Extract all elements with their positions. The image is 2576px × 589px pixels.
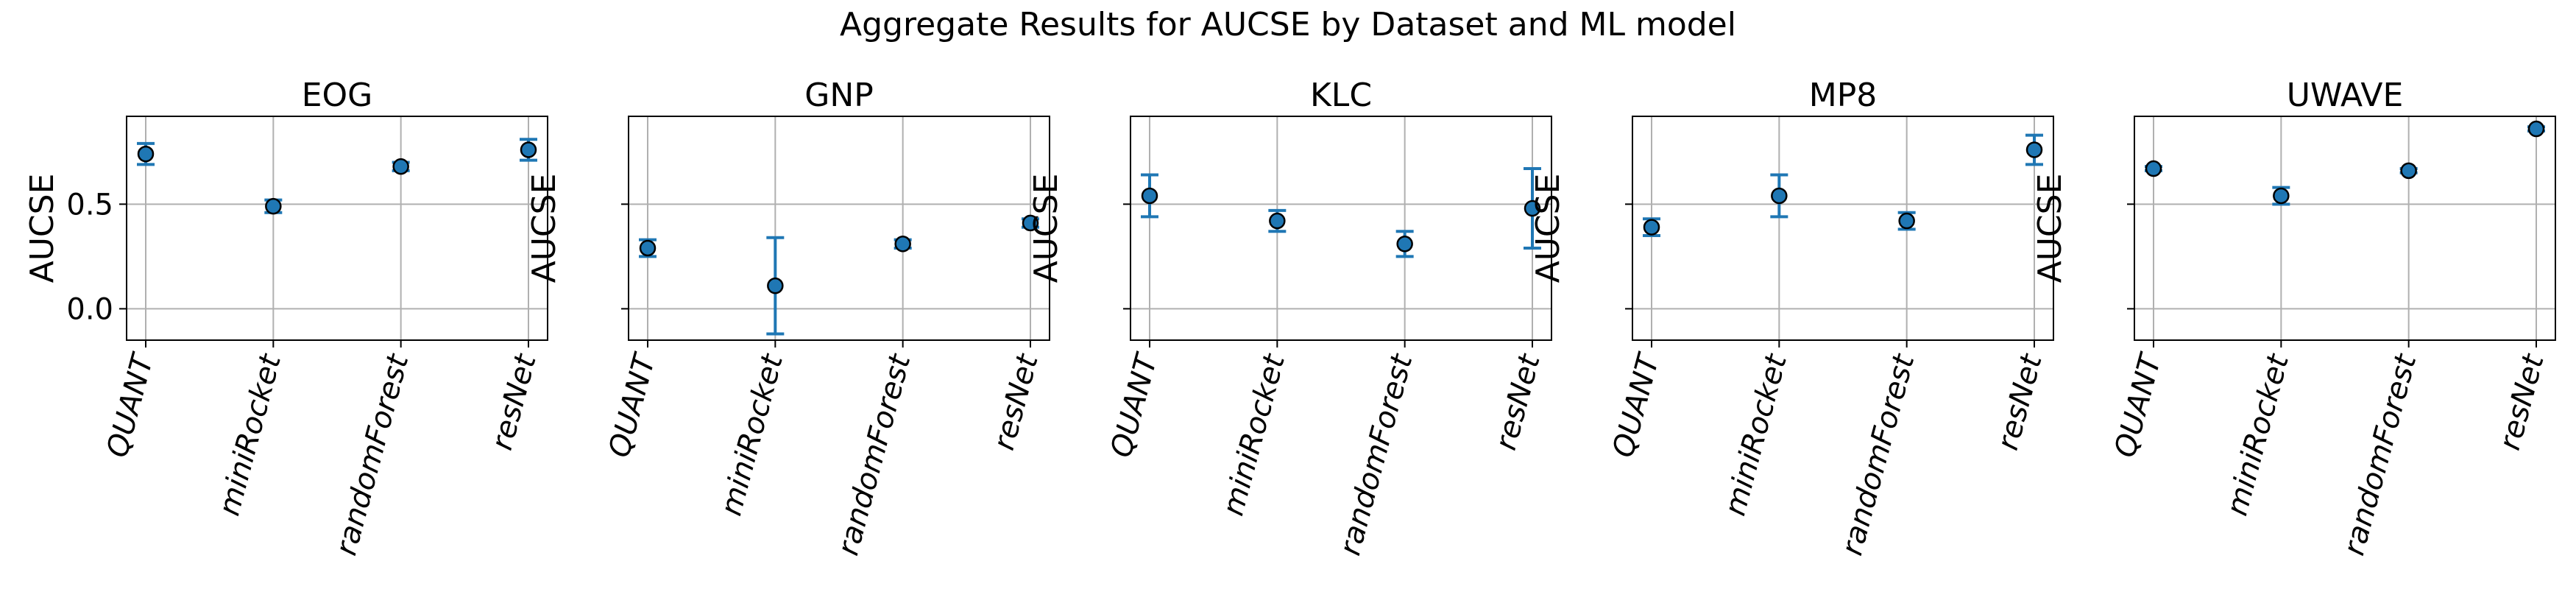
x-tick-label: miniRocket <box>715 350 790 519</box>
x-tick-label: resNet <box>1489 350 1547 454</box>
x-tick-label: QUANT <box>100 348 160 461</box>
panel-eog: 0.0 0.5 QUANT miniRocket randomForest resNet E… <box>24 77 548 559</box>
x-tick-label: miniRocket <box>2221 350 2296 519</box>
y-axis-label: AUCSE <box>526 174 563 283</box>
panel-klc: QUANT miniRocket randomForest resNet KLC AUCS… <box>1027 77 1552 559</box>
data-point <box>1269 212 1286 230</box>
x-tick-label: randomForest <box>2337 350 2423 559</box>
data-point <box>2025 141 2043 158</box>
x-tick-label: randomForest <box>831 350 917 559</box>
panel-title: MP8 <box>1809 77 1878 114</box>
panel-uwave: QUANT miniRocket randomForest resNet UWAVE AU… <box>2031 77 2556 559</box>
panel-title: UWAVE <box>2287 77 2404 114</box>
data-point <box>894 236 911 253</box>
plot-frame <box>628 116 1050 341</box>
data-point <box>2273 187 2290 205</box>
x-tick-label: resNet <box>987 350 1045 454</box>
data-point <box>2527 120 2545 138</box>
panel-mp8: QUANT miniRocket randomForest resNet MP8 AUCS… <box>1529 77 2054 559</box>
x-tick-label: miniRocket <box>1217 350 1292 519</box>
data-point <box>1141 187 1158 205</box>
y-tick-label: 0.0 <box>66 292 113 326</box>
y-tick-label: 0.5 <box>66 188 113 222</box>
y-axis-label: AUCSE <box>2031 174 2069 283</box>
x-tick-label: resNet <box>485 350 543 454</box>
x-tick-label: randomForest <box>1835 350 1921 559</box>
data-point <box>392 158 409 175</box>
data-point <box>1022 214 1039 232</box>
plot-frame <box>1632 116 2054 341</box>
data-point <box>1771 187 1788 205</box>
x-tick-label: miniRocket <box>213 350 289 519</box>
data-point <box>520 141 537 158</box>
plot-frame <box>126 116 548 341</box>
y-axis-label: AUCSE <box>24 174 61 283</box>
x-tick-label: QUANT <box>1104 348 1164 461</box>
plot-frame <box>1130 116 1552 341</box>
data-point <box>639 239 657 257</box>
x-tick-label: miniRocket <box>1719 350 1794 519</box>
data-point <box>767 277 784 294</box>
data-point <box>2400 162 2417 180</box>
panel-title: EOG <box>302 77 373 114</box>
figure-title: Aggregate Results for AUCSE by Dataset a… <box>840 6 1736 43</box>
data-point <box>265 197 282 215</box>
data-point <box>1396 236 1413 253</box>
y-axis-label: AUCSE <box>1027 174 1065 283</box>
x-tick-label: randomForest <box>329 350 415 559</box>
x-tick-label: QUANT <box>1606 348 1666 461</box>
panel-title: GNP <box>804 77 874 114</box>
panel-title: KLC <box>1310 77 1372 114</box>
x-tick-label: resNet <box>2493 350 2551 454</box>
y-axis-label: AUCSE <box>1529 174 1567 283</box>
data-point <box>137 145 155 163</box>
data-point <box>2145 160 2162 177</box>
x-tick-label: QUANT <box>602 348 662 461</box>
x-tick-label: QUANT <box>2108 348 2168 461</box>
data-point <box>1898 212 1915 230</box>
panel-gnp: QUANT miniRocket randomForest resNet GNP AUCS… <box>526 77 1050 559</box>
x-tick-label: randomForest <box>1333 350 1419 559</box>
data-point <box>1643 219 1660 236</box>
x-tick-label: resNet <box>1991 350 2049 454</box>
plot-frame <box>2134 116 2556 341</box>
data-point <box>1524 200 1541 217</box>
